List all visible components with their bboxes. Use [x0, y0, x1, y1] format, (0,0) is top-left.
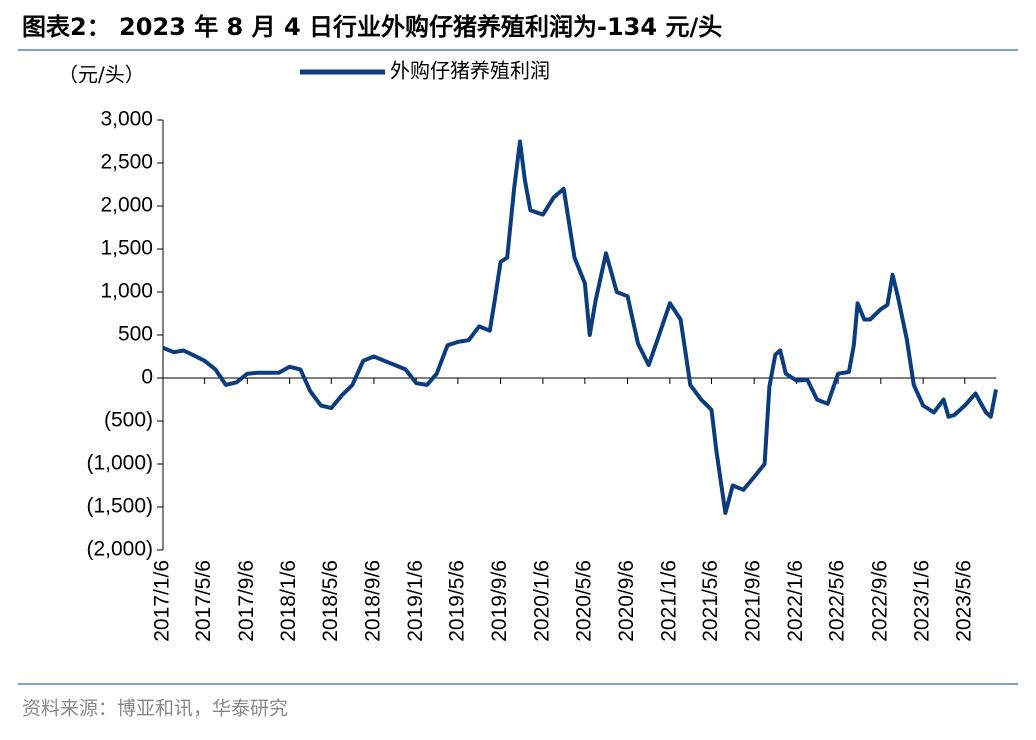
x-tick-label: 2021/9/6 — [742, 560, 765, 642]
x-tick-label: 2018/5/6 — [319, 560, 342, 642]
y-tick-label: 1,500 — [100, 237, 153, 260]
y-tick-label: 2,500 — [100, 151, 153, 174]
x-tick-label: 2018/9/6 — [361, 560, 384, 642]
y-tick-label: (1,000) — [86, 452, 153, 475]
series-line — [162, 139, 998, 515]
source: 资料来源：博亚和讯，华泰研究 — [22, 698, 288, 720]
x-tick-label: 2022/5/6 — [826, 560, 849, 642]
y-tick-label: 3,000 — [100, 108, 153, 131]
x-tick-label: 2023/5/6 — [952, 560, 975, 642]
x-tick-label: 2023/1/6 — [911, 560, 934, 642]
y-axis-label: （元/头） — [58, 63, 145, 87]
x-tick-label: 2022/9/6 — [868, 560, 891, 642]
x-tick-label: 2019/9/6 — [488, 560, 511, 642]
x-tick-label: 2019/5/6 — [445, 560, 468, 642]
y-tick-label: (500) — [104, 409, 153, 432]
x-tick-label: 2021/1/6 — [657, 560, 680, 642]
x-tick-label: 2020/5/6 — [572, 560, 595, 642]
y-tick-label: 0 — [141, 366, 153, 389]
x-tick-label: 2017/5/6 — [192, 560, 215, 642]
y-tick-label: 2,000 — [100, 194, 153, 217]
x-tick-label: 2021/5/6 — [699, 560, 722, 642]
x-tick-label: 2022/1/6 — [784, 560, 807, 642]
y-tick-label: 1,000 — [100, 280, 153, 303]
x-tick-label: 2019/1/6 — [404, 560, 427, 642]
y-tick-label: (1,500) — [86, 495, 153, 518]
x-tick-label: 2018/1/6 — [277, 560, 300, 642]
x-tick-label: 2017/9/6 — [235, 560, 258, 642]
x-tick-label: 2020/9/6 — [615, 560, 638, 642]
y-tick-label: 500 — [118, 323, 153, 346]
y-tick-label: (2,000) — [86, 538, 153, 561]
legend-label: 外购仔猪养殖利润 — [390, 59, 550, 83]
x-tick-label: 2020/1/6 — [530, 560, 553, 642]
x-tick-label: 2017/1/6 — [151, 560, 174, 642]
chart-title: 图表2： 2023 年 8 月 4 日行业外购仔猪养殖利润为-134 元/头 — [22, 13, 722, 41]
